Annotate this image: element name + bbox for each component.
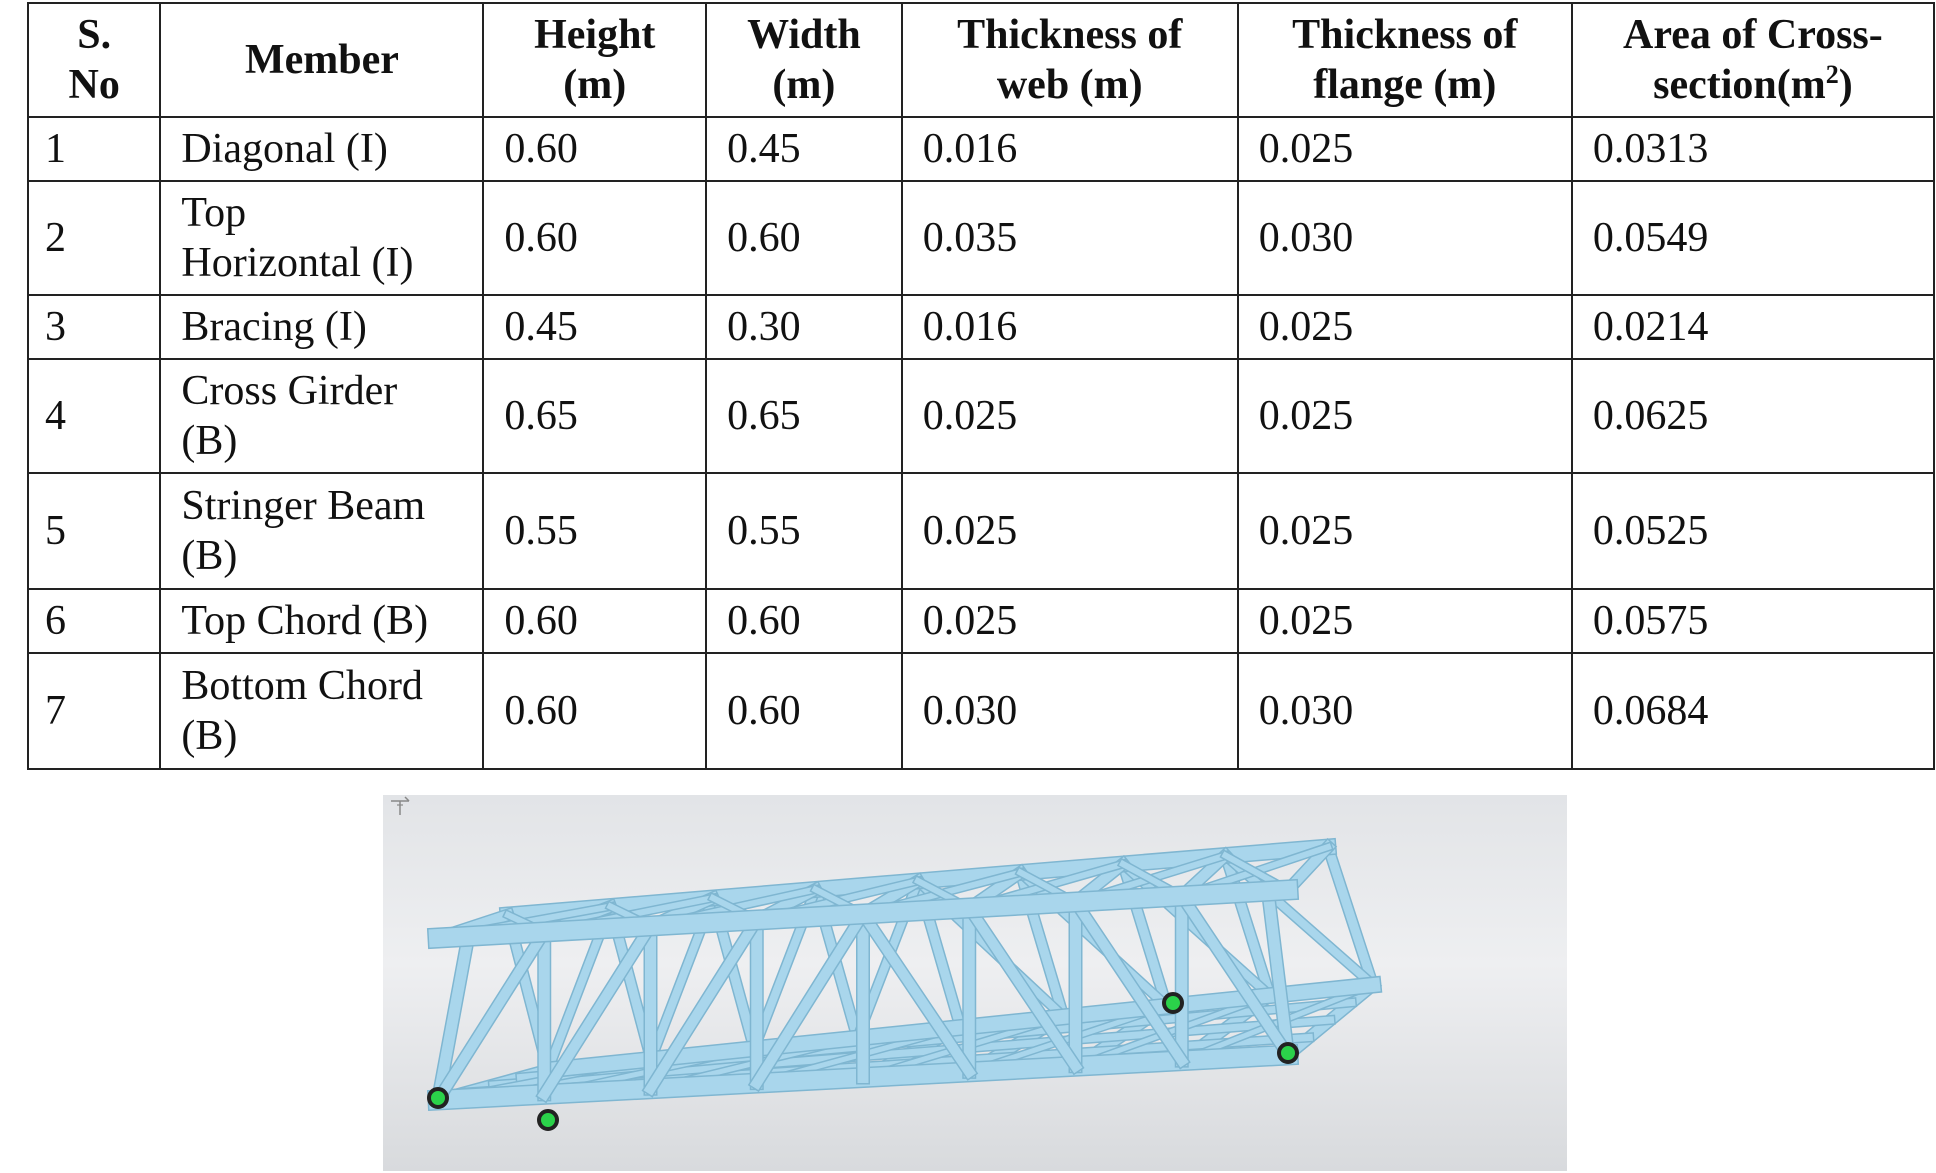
cell-flange-thickness: 0.025 <box>1236 294 1573 360</box>
cell-sno: 6 <box>26 588 162 654</box>
cell-member: Top Chord (B) <box>159 588 485 654</box>
front-end-post <box>431 931 475 1107</box>
header-sno: S. No <box>26 2 162 118</box>
support-node-icon <box>1277 1042 1299 1064</box>
header-width: Width (m) <box>705 2 903 118</box>
support-node-icon <box>537 1109 559 1131</box>
cell-area: 0.0313 <box>1570 116 1936 182</box>
header-web-thickness: Thickness of web (m) <box>900 2 1239 118</box>
table-row: 3 Bracing (I) 0.45 0.30 0.016 0.025 0.02… <box>26 294 1936 360</box>
cell-flange-thickness: 0.030 <box>1236 180 1573 296</box>
header-area: Area of Cross- section(m2) <box>1570 2 1936 118</box>
front-diagonal <box>537 919 658 1102</box>
cell-sno: 3 <box>26 294 162 360</box>
cell-member: Bracing (I) <box>159 294 485 360</box>
cell-member: Top Horizontal (I) <box>159 180 485 296</box>
truss-supports <box>427 992 1299 1131</box>
support-node-icon <box>427 1087 449 1109</box>
header-height: Height (m) <box>482 2 708 118</box>
member-properties-table: S. No Member Height (m) Width (m) Thickn… <box>26 2 1936 770</box>
table-row: 1 Diagonal (I) 0.60 0.45 0.016 0.025 0.0… <box>26 116 1936 182</box>
cell-width: 0.45 <box>705 116 903 182</box>
front-diagonal <box>856 907 977 1079</box>
cell-web-thickness: 0.030 <box>900 652 1239 770</box>
front-diagonal <box>749 907 870 1091</box>
cell-member: Diagonal (I) <box>159 116 485 182</box>
cell-area: 0.0684 <box>1570 652 1936 770</box>
front-diagonal <box>1174 889 1295 1062</box>
back-diagonal <box>1117 858 1276 1002</box>
truss-bridge-model-figure <box>383 795 1567 1171</box>
cell-flange-thickness: 0.025 <box>1236 116 1573 182</box>
cell-height: 0.55 <box>482 472 708 590</box>
table-row: 6 Top Chord (B) 0.60 0.60 0.025 0.025 0.… <box>26 588 1936 654</box>
cell-width: 0.30 <box>705 294 903 360</box>
cell-width: 0.60 <box>705 652 903 770</box>
cell-web-thickness: 0.025 <box>900 358 1239 474</box>
cell-area: 0.0525 <box>1570 472 1936 590</box>
table-row: 5 Stringer Beam (B) 0.55 0.55 0.025 0.025… <box>26 472 1936 590</box>
front-diagonal <box>1068 895 1189 1068</box>
cell-member: Stringer Beam (B) <box>159 472 485 590</box>
cell-sno: 5 <box>26 472 162 590</box>
cell-area: 0.0549 <box>1570 180 1936 296</box>
front-diagonal <box>431 925 552 1107</box>
cell-height: 0.65 <box>482 358 708 474</box>
truss-bridge-drawing <box>426 837 1383 1131</box>
cell-width: 0.60 <box>705 180 903 296</box>
front-diagonal <box>962 901 1083 1074</box>
cell-area: 0.0625 <box>1570 358 1936 474</box>
axis-icon <box>391 796 410 815</box>
header-member: Member <box>159 2 485 118</box>
cell-sno: 1 <box>26 116 162 182</box>
cell-area: 0.0214 <box>1570 294 1936 360</box>
cell-member: Bottom Chord (B) <box>159 652 485 770</box>
cell-sno: 2 <box>26 180 162 296</box>
table-row: 7 Bottom Chord (B) 0.60 0.60 0.030 0.030 … <box>26 652 1936 770</box>
cell-width: 0.60 <box>705 588 903 654</box>
cell-web-thickness: 0.016 <box>900 116 1239 182</box>
front-end-post <box>1261 885 1295 1062</box>
back-vertical <box>1322 841 1379 991</box>
cell-flange-thickness: 0.030 <box>1236 652 1573 770</box>
top-chord-front <box>428 880 1298 948</box>
front-diagonal <box>643 913 764 1096</box>
cell-flange-thickness: 0.025 <box>1236 588 1573 654</box>
cell-width: 0.65 <box>705 358 903 474</box>
cell-height: 0.60 <box>482 180 708 296</box>
header-flange-thickness: Thickness of flange (m) <box>1236 2 1573 118</box>
cell-flange-thickness: 0.025 <box>1236 358 1573 474</box>
cell-height: 0.60 <box>482 116 708 182</box>
cell-sno: 4 <box>26 358 162 474</box>
cell-flange-thickness: 0.025 <box>1236 472 1573 590</box>
cell-height: 0.60 <box>482 588 708 654</box>
bottom-chord-back <box>540 977 1381 1078</box>
cell-width: 0.55 <box>705 472 903 590</box>
truss-members <box>426 837 1383 1112</box>
cell-height: 0.45 <box>482 294 708 360</box>
cell-member: Cross Girder (B) <box>159 358 485 474</box>
cell-web-thickness: 0.025 <box>900 472 1239 590</box>
support-node-icon <box>1162 992 1184 1014</box>
cell-area: 0.0575 <box>1570 588 1936 654</box>
cell-web-thickness: 0.035 <box>900 180 1239 296</box>
cell-height: 0.60 <box>482 652 708 770</box>
cell-web-thickness: 0.016 <box>900 294 1239 360</box>
table-row: 4 Cross Girder (B) 0.65 0.65 0.025 0.025 … <box>26 358 1936 474</box>
table-header-row: S. No Member Height (m) Width (m) Thickn… <box>26 2 1936 118</box>
cell-sno: 7 <box>26 652 162 770</box>
cell-web-thickness: 0.025 <box>900 588 1239 654</box>
table-row: 2 Top Horizontal (I) 0.60 0.60 0.035 0.03… <box>26 180 1936 296</box>
